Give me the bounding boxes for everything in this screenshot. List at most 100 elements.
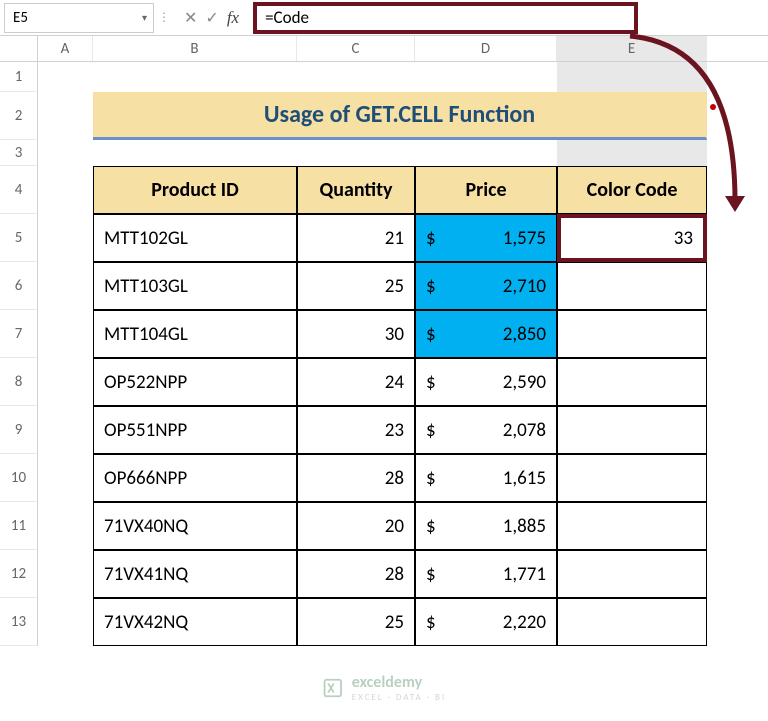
select-all-corner[interactable]: [0, 36, 38, 61]
name-box[interactable]: E5 ▾: [4, 3, 154, 33]
cell-c1[interactable]: [297, 62, 415, 92]
cell-quantity[interactable]: 24: [297, 358, 415, 406]
cell-product-id[interactable]: MTT102GL: [93, 214, 297, 262]
cell-price[interactable]: $1,575: [415, 214, 557, 262]
title-cell[interactable]: Usage of GET.CELL Function: [93, 92, 707, 140]
row-header-12[interactable]: 12: [0, 550, 38, 598]
cell-product-id[interactable]: OP522NPP: [93, 358, 297, 406]
cell-a8[interactable]: [38, 358, 93, 406]
cell-quantity[interactable]: 25: [297, 598, 415, 646]
row-header-11[interactable]: 11: [0, 502, 38, 550]
cell-a4[interactable]: [38, 166, 93, 214]
cell-quantity[interactable]: 23: [297, 406, 415, 454]
cell-product-id[interactable]: 71VX41NQ: [93, 550, 297, 598]
cell-quantity[interactable]: 25: [297, 262, 415, 310]
cell-color-code[interactable]: [557, 310, 707, 358]
cell-c3[interactable]: [297, 140, 415, 166]
cell-price[interactable]: $2,078: [415, 406, 557, 454]
cell-price[interactable]: $1,771: [415, 550, 557, 598]
cell-product-id[interactable]: OP551NPP: [93, 406, 297, 454]
cell-color-code[interactable]: [557, 406, 707, 454]
row-header-7[interactable]: 7: [0, 310, 38, 358]
cell-product-id[interactable]: MTT103GL: [93, 262, 297, 310]
cell-a12[interactable]: [38, 550, 93, 598]
row-header-13[interactable]: 13: [0, 598, 38, 646]
cell-price[interactable]: $1,615: [415, 454, 557, 502]
cell-color-code[interactable]: [557, 262, 707, 310]
cell-quantity[interactable]: 30: [297, 310, 415, 358]
fx-icon[interactable]: fx: [227, 8, 239, 28]
cell-color-code[interactable]: [557, 598, 707, 646]
row-header-9[interactable]: 9: [0, 406, 38, 454]
formula-input[interactable]: [265, 7, 626, 28]
cell-product-id[interactable]: OP666NPP: [93, 454, 297, 502]
currency-symbol: $: [426, 275, 436, 298]
cell-d3[interactable]: [415, 140, 557, 166]
row-11: 11 71VX40NQ20$1,885: [0, 502, 768, 550]
row-header-3[interactable]: 3: [0, 140, 38, 166]
cell-a11[interactable]: [38, 502, 93, 550]
cell-product-id[interactable]: 71VX42NQ: [93, 598, 297, 646]
cell-color-code[interactable]: [557, 358, 707, 406]
cell-a5[interactable]: [38, 214, 93, 262]
cell-a1[interactable]: [38, 62, 93, 92]
cell-color-code[interactable]: [557, 454, 707, 502]
header-product-id[interactable]: Product ID: [93, 166, 297, 214]
col-header-e[interactable]: E: [557, 36, 707, 61]
currency-symbol: $: [426, 515, 436, 538]
row-header-6[interactable]: 6: [0, 262, 38, 310]
cell-a13[interactable]: [38, 598, 93, 646]
row-header-5[interactable]: 5: [0, 214, 38, 262]
row-header-8[interactable]: 8: [0, 358, 38, 406]
cell-color-code[interactable]: 33: [557, 214, 707, 262]
cell-e3[interactable]: [557, 140, 707, 166]
cell-quantity[interactable]: 20: [297, 502, 415, 550]
cell-e1[interactable]: [557, 62, 707, 92]
col-header-a[interactable]: A: [38, 36, 93, 61]
cancel-icon[interactable]: ✕: [184, 8, 197, 28]
divider-icon: ⋮: [158, 10, 170, 25]
spreadsheet-grid: A B C D E 1 2 Usage of GET.CELL Function…: [0, 36, 768, 646]
cell-a6[interactable]: [38, 262, 93, 310]
cell-product-id[interactable]: MTT104GL: [93, 310, 297, 358]
formula-bar-buttons: ✕ ✓ fx: [170, 8, 253, 28]
cell-price[interactable]: $2,850: [415, 310, 557, 358]
row-header-10[interactable]: 10: [0, 454, 38, 502]
cell-b3[interactable]: [93, 140, 297, 166]
cell-b1[interactable]: [93, 62, 297, 92]
cell-quantity[interactable]: 28: [297, 454, 415, 502]
cell-color-code[interactable]: [557, 550, 707, 598]
cell-a3[interactable]: [38, 140, 93, 166]
cell-product-id[interactable]: 71VX40NQ: [93, 502, 297, 550]
row-header-4[interactable]: 4: [0, 166, 38, 214]
cell-price[interactable]: $2,710: [415, 262, 557, 310]
row-6: 6 MTT103GL25$2,710: [0, 262, 768, 310]
header-price[interactable]: Price: [415, 166, 557, 214]
row-header-2[interactable]: 2: [0, 92, 38, 140]
row-2: 2 Usage of GET.CELL Function: [0, 92, 768, 140]
col-header-c[interactable]: C: [297, 36, 415, 61]
cell-quantity[interactable]: 21: [297, 214, 415, 262]
header-color-code[interactable]: Color Code: [557, 166, 707, 214]
price-value: 1,771: [503, 563, 546, 586]
row-header-1[interactable]: 1: [0, 62, 38, 92]
cell-color-code[interactable]: [557, 502, 707, 550]
chevron-down-icon[interactable]: ▾: [142, 11, 147, 24]
cell-price[interactable]: $2,590: [415, 358, 557, 406]
cell-a2[interactable]: [38, 92, 93, 140]
accept-icon[interactable]: ✓: [205, 8, 218, 28]
price-value: 2,078: [503, 419, 546, 442]
cell-quantity[interactable]: 28: [297, 550, 415, 598]
row-3: 3: [0, 140, 768, 166]
cell-a9[interactable]: [38, 406, 93, 454]
price-value: 1,575: [503, 227, 546, 250]
currency-symbol: $: [426, 563, 436, 586]
cell-d1[interactable]: [415, 62, 557, 92]
header-quantity[interactable]: Quantity: [297, 166, 415, 214]
cell-a10[interactable]: [38, 454, 93, 502]
cell-price[interactable]: $2,220: [415, 598, 557, 646]
col-header-d[interactable]: D: [415, 36, 557, 61]
cell-price[interactable]: $1,885: [415, 502, 557, 550]
col-header-b[interactable]: B: [93, 36, 297, 61]
cell-a7[interactable]: [38, 310, 93, 358]
